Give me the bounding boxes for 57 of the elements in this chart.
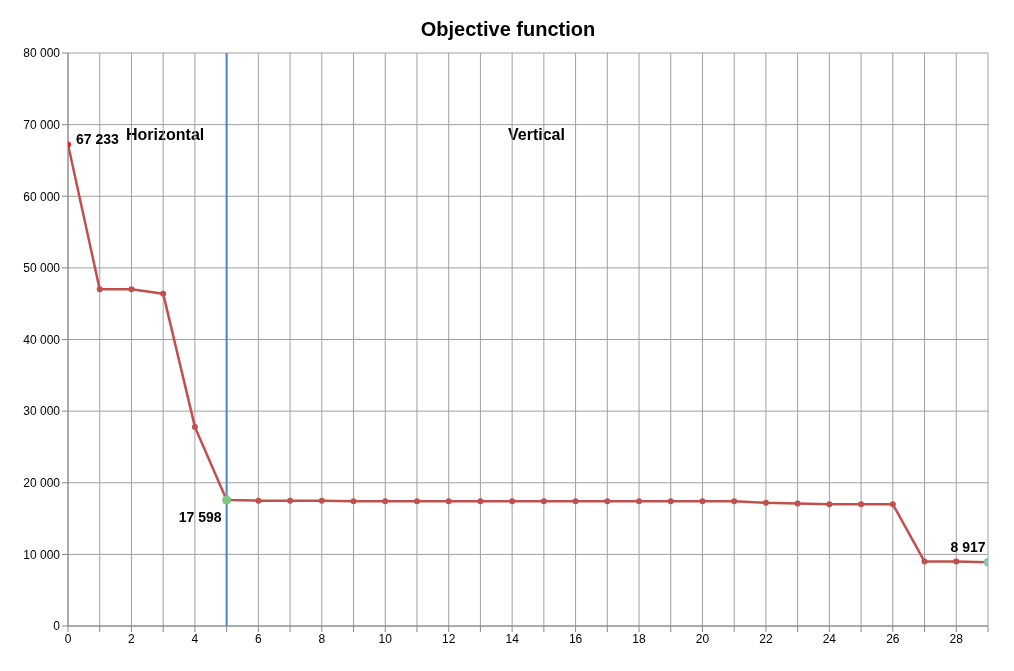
point <box>96 286 103 293</box>
point <box>794 500 801 507</box>
x-tick-label: 20 <box>695 631 710 646</box>
x-tick-label: 26 <box>886 631 900 646</box>
x-tick-label: 22 <box>759 631 773 646</box>
y-tick-label: 20 000 <box>23 476 61 491</box>
point <box>413 498 420 505</box>
point <box>858 501 865 508</box>
point <box>255 497 262 504</box>
data-label: 8 917 <box>950 539 986 556</box>
x-tick-label: 4 <box>191 631 199 646</box>
y-tick-label: 80 000 <box>23 46 61 61</box>
annotation: Vertical <box>508 126 565 144</box>
point <box>477 498 484 505</box>
x-tick-label: 18 <box>632 631 647 646</box>
point <box>953 558 960 565</box>
point <box>382 498 389 505</box>
chart-title: Objective function <box>419 17 597 42</box>
y-tick-label: 30 000 <box>23 404 61 419</box>
x-tick-label: 12 <box>442 631 456 646</box>
point <box>128 286 135 293</box>
x-tick-label: 14 <box>505 631 520 646</box>
y-tick-label: 60 000 <box>23 189 61 204</box>
point <box>889 501 896 508</box>
y-tick-label: 10 000 <box>23 547 61 562</box>
point <box>762 499 769 506</box>
data-label: 17 598 <box>178 508 222 525</box>
y-tick-label: 70 000 <box>23 117 61 132</box>
x-tick-label: 16 <box>568 631 583 646</box>
x-tick-label: 6 <box>255 631 262 646</box>
point <box>287 497 294 504</box>
point <box>509 498 516 505</box>
point <box>826 501 833 508</box>
x-tick-label: 8 <box>318 631 326 646</box>
data-label: 67 233 <box>76 131 120 148</box>
annotation: Horizontal <box>126 126 205 144</box>
point <box>350 498 357 505</box>
point <box>921 558 928 565</box>
point <box>604 498 611 505</box>
point <box>699 498 706 505</box>
point <box>572 498 579 505</box>
x-tick-label: 0 <box>64 631 72 646</box>
y-tick-label: 40 000 <box>23 332 61 347</box>
point <box>731 498 738 505</box>
point <box>667 498 674 505</box>
y-tick-label: 50 000 <box>23 261 61 276</box>
x-tick-label: 24 <box>822 631 837 646</box>
y-tick-label: 0 <box>53 619 61 634</box>
point <box>445 498 452 505</box>
point <box>636 498 643 505</box>
x-tick-label: 10 <box>378 631 393 646</box>
point <box>540 498 547 505</box>
x-tick-label: 28 <box>949 631 964 646</box>
point <box>318 497 325 504</box>
point <box>160 290 167 297</box>
x-tick-label: 2 <box>128 631 136 646</box>
point <box>191 423 198 430</box>
